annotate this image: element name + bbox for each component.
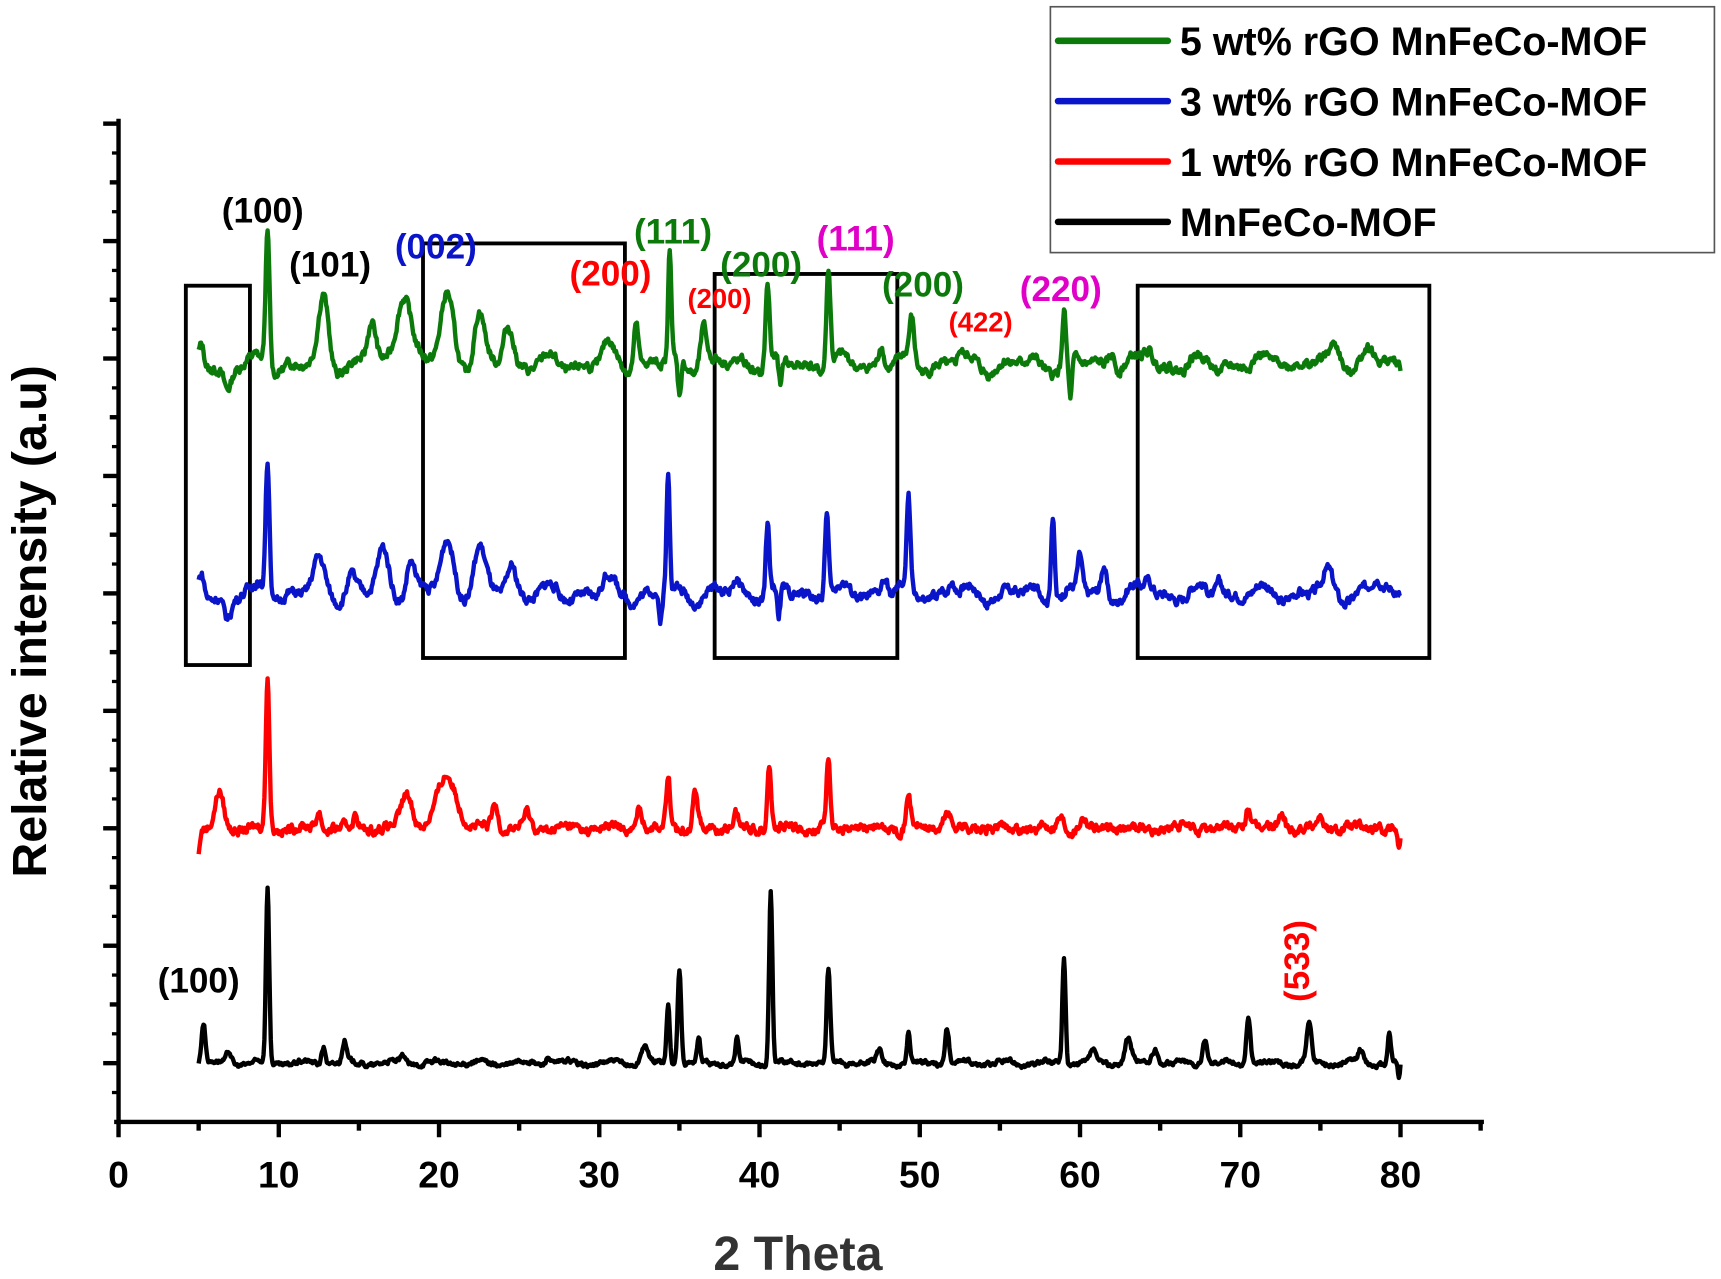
highlight-box <box>712 272 900 660</box>
peak-label: (111) <box>817 219 895 258</box>
legend-label: 3 wt% rGO MnFeCo-MOF <box>1180 80 1647 124</box>
x-tick-label: 40 <box>739 1154 781 1196</box>
ticks: 0 10 20 30 40 50 60 70 80 <box>103 121 1483 1196</box>
x-tick-label: 80 <box>1380 1154 1422 1196</box>
series-line-2 <box>196 461 1402 627</box>
highlight-box <box>421 241 627 660</box>
peak-label: (422) <box>949 307 1013 338</box>
peak-label: (100) <box>222 191 304 230</box>
peak-label: (533) <box>1278 920 1317 1002</box>
x-tick-label: 0 <box>108 1154 129 1196</box>
peak-label: (200) <box>882 265 964 304</box>
x-tick-label: 60 <box>1059 1154 1100 1196</box>
peak-label: (200) <box>720 245 802 284</box>
legend-label: 5 wt% rGO MnFeCo-MOF <box>1180 20 1647 64</box>
highlight-box <box>1135 283 1432 660</box>
series-line-1 <box>196 228 1403 401</box>
x-tick-label: 30 <box>579 1154 621 1196</box>
peak-annotations: (100)(101) (002)(200)(111)(200)(200)(111)… <box>158 191 1317 1002</box>
peak-label: (100) <box>158 962 240 1001</box>
x-tick-label: 50 <box>899 1154 940 1196</box>
peak-label: (220) <box>1020 270 1102 309</box>
x-tick-label: 10 <box>258 1154 300 1196</box>
series-lines <box>196 228 1403 1081</box>
series-line-4 <box>196 885 1403 1081</box>
peak-label: (200) <box>570 255 652 294</box>
legend: 5 wt% rGO MnFeCo-MOF 3 wt% rGO MnFeCo-MOF… <box>1049 5 1716 254</box>
peak-label: (200) <box>687 283 751 314</box>
highlight-box <box>183 283 252 667</box>
legend-label: 1 wt% rGO MnFeCo-MOF <box>1180 141 1647 185</box>
x-tick-label: 20 <box>418 1154 460 1196</box>
x-tick-label: 70 <box>1220 1154 1262 1196</box>
series-line-3 <box>196 676 1403 855</box>
highlight-boxes <box>183 241 1432 667</box>
peak-label: (101) <box>289 245 371 284</box>
legend-label: MnFeCo-MOF <box>1180 201 1437 245</box>
x-axis-label: 2 Theta <box>713 1227 883 1279</box>
peak-label: (111) <box>634 212 712 251</box>
legend-box <box>1049 5 1716 254</box>
peak-label: (002) <box>395 228 477 267</box>
y-axis-label: Relative intensity (a.u) <box>3 365 57 877</box>
